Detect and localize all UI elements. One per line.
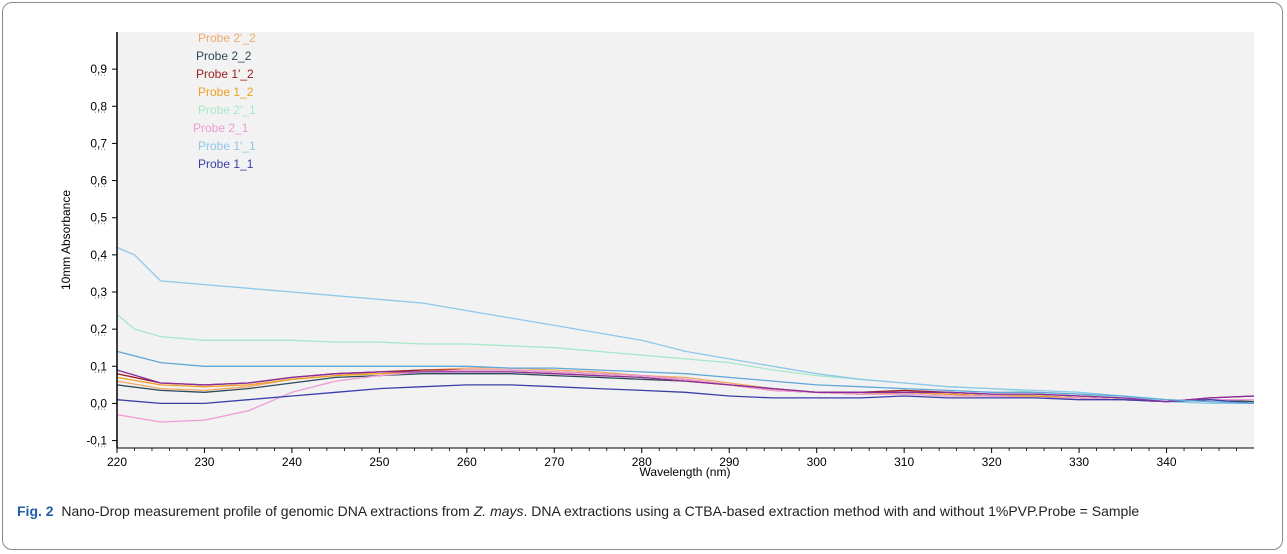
legend-item: Probe 2'_2 (198, 31, 256, 45)
x-tick-label: 340 (1157, 455, 1177, 469)
series-line-9 (116, 350, 1255, 405)
series-line-6 (116, 246, 1254, 405)
legend-item: Probe 1'_1 (198, 139, 256, 153)
plot-area (117, 32, 1254, 448)
legend-item: Probe 2_1 (193, 121, 249, 135)
x-axis-title: Wavelength (nm) (640, 465, 731, 479)
y-tick-label: -0,1 (86, 434, 107, 448)
legend-item: Probe 1'_2 (196, 67, 254, 81)
x-tick-label: 310 (894, 455, 914, 469)
y-tick-label: 0,0 (90, 396, 107, 410)
chart: -0,1 0,0 0,1 0,2 0,3 0,4 0,5 0,6 0,7 0,8 0,9 220 230… (59, 31, 1255, 479)
x-tick-label: 320 (982, 455, 1002, 469)
x-tick-label: 330 (1069, 455, 1089, 469)
caption-text-start: Nano-Drop measurement profile of genomic… (61, 503, 474, 519)
caption-species: Z. mays (473, 503, 524, 519)
y-axis-title: 10mm Absorbance (59, 190, 73, 290)
figure-caption: Fig. 2 Nano-Drop measurement profile of … (17, 501, 1267, 521)
x-tick-label: 250 (369, 455, 389, 469)
series-line-7 (116, 384, 1255, 405)
y-tick-label: 0,4 (90, 248, 107, 262)
y-tick-label: 0,2 (90, 322, 107, 336)
x-tick-label: 220 (107, 455, 127, 469)
x-tick-label: 300 (807, 455, 827, 469)
y-tick-label: 0,9 (90, 62, 107, 76)
legend-item: Probe 1_2 (198, 85, 254, 99)
x-tick-label: 270 (544, 455, 564, 469)
legend-item: Probe 2'_1 (198, 103, 256, 117)
x-tick-label: 240 (282, 455, 302, 469)
y-tick-label: 0,1 (90, 359, 107, 373)
legend-item: Probe 2_2 (196, 49, 252, 63)
y-tick-label: 0,7 (90, 136, 107, 150)
x-tick-label: 230 (194, 455, 214, 469)
caption-text-end: . DNA extractions using a CTBA-based ext… (523, 503, 1140, 519)
y-tick-label: 0,5 (90, 211, 107, 225)
y-tick-label: 0,6 (90, 174, 107, 188)
x-tick-label: 260 (457, 455, 477, 469)
x-tick-label: 280 (632, 455, 652, 469)
legend-item: Probe 1_1 (198, 157, 254, 171)
figure-label: Fig. 2 (17, 503, 54, 519)
series-line-5 (116, 369, 1254, 423)
y-tick-label: 0,3 (90, 285, 107, 299)
series-line-8 (116, 369, 1255, 403)
y-tick-label: 0,8 (90, 99, 107, 113)
x-tick-label: 290 (719, 455, 739, 469)
